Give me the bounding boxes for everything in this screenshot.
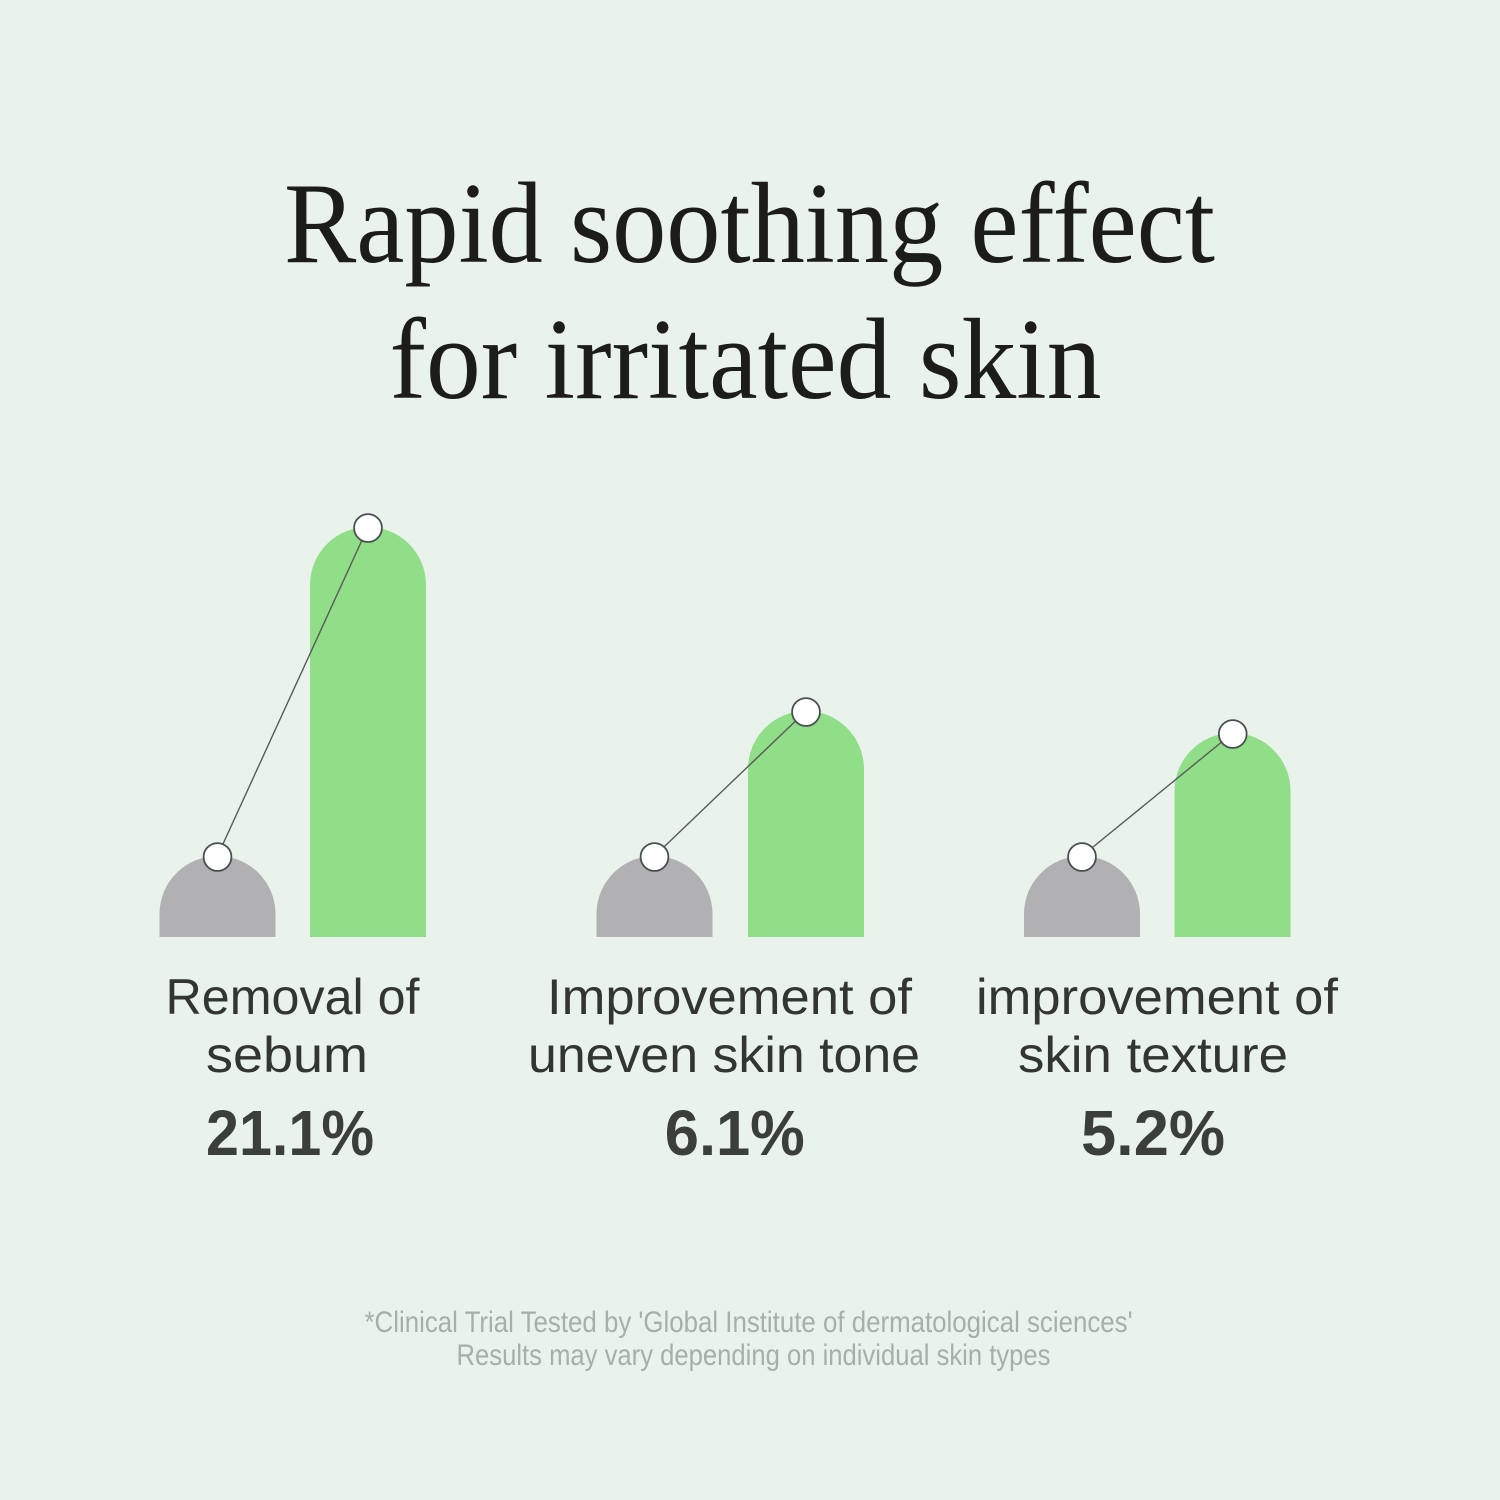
svg-text:*Clinical Trial Tested by 'Glo: *Clinical Trial Tested by 'Global Instit… [365,1306,1133,1339]
svg-text:Rapid soothing effect: Rapid soothing effect [284,160,1215,288]
svg-text:sebum: sebum [206,1027,368,1083]
svg-text:Results may vary depending on: Results may vary depending on individual… [457,1339,1051,1372]
svg-text:improvement of: improvement of [976,969,1338,1025]
svg-text:uneven skin tone: uneven skin tone [528,1027,920,1083]
svg-text:for irritated skin: for irritated skin [390,296,1102,424]
svg-text:6.1%: 6.1% [665,1097,805,1169]
svg-text:Removal of: Removal of [166,969,420,1025]
svg-text:5.2%: 5.2% [1081,1097,1225,1169]
svg-text:Improvement of: Improvement of [547,969,912,1025]
svg-text:21.1%: 21.1% [206,1097,374,1169]
svg-text:skin texture: skin texture [1018,1027,1288,1083]
